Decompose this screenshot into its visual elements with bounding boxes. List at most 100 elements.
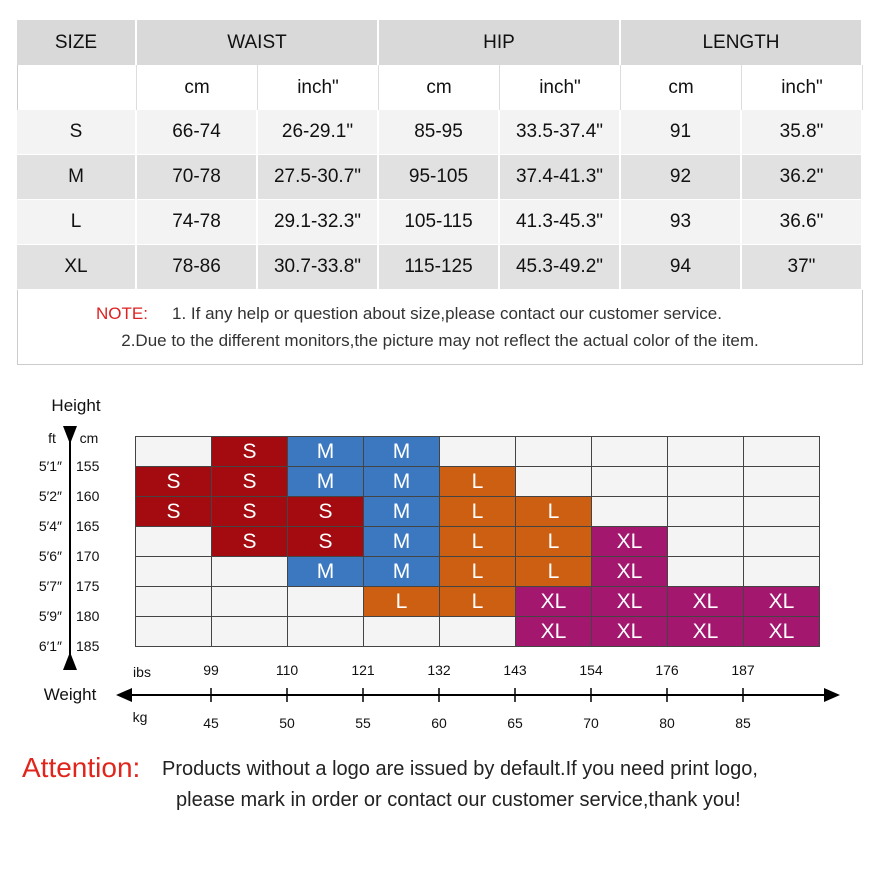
lbs-tick-label: 143 [503, 662, 527, 678]
size-cell: S [211, 436, 288, 467]
size-cell: S [135, 496, 212, 527]
arrow [63, 426, 77, 444]
ft-label: 5′2″ [38, 488, 62, 504]
table-cell: 66-74 [137, 110, 258, 155]
cm-label: 160 [76, 488, 100, 504]
subheader-cell: cm [379, 65, 500, 110]
arrow [824, 688, 840, 702]
table-cell: 37.4-41.3" [500, 155, 621, 200]
header-cell: SIZE [17, 20, 137, 65]
ft-label: 5′6″ [38, 548, 62, 564]
table-cell: 93 [621, 200, 742, 245]
size-cell: XL [591, 556, 668, 587]
axis-label: Weight [43, 685, 97, 704]
size-cell: XL [515, 616, 592, 647]
table-cell: 37" [742, 245, 863, 290]
empty-cell [135, 616, 212, 647]
ft-label: 5′9″ [38, 608, 62, 624]
empty-cell [135, 526, 212, 557]
subheader-cell: cm [137, 65, 258, 110]
size-cell: M [287, 466, 364, 497]
table-cell: 35.8" [742, 110, 863, 155]
size-cell: L [439, 496, 516, 527]
size-cell: XL [667, 616, 744, 647]
lbs-tick-label: 99 [203, 662, 219, 678]
empty-cell [287, 586, 364, 617]
cm-label: 185 [76, 638, 100, 654]
ft-label: 5′4″ [38, 518, 62, 534]
kg-tick-label: 70 [583, 715, 599, 731]
kg-tick-label: 55 [355, 715, 371, 731]
cm-label: 175 [76, 578, 100, 594]
empty-cell [515, 466, 592, 497]
ft-label: 5′7″ [38, 578, 62, 594]
empty-cell [743, 496, 820, 527]
kg-tick-label: 85 [735, 715, 751, 731]
empty-cell [667, 466, 744, 497]
axis-label: Height [51, 396, 101, 415]
size-cell: L [439, 466, 516, 497]
subheader-cell: inch" [742, 65, 863, 110]
empty-cell [439, 436, 516, 467]
empty-cell [743, 436, 820, 467]
empty-cell [667, 436, 744, 467]
empty-cell [667, 556, 744, 587]
size-cell: M [287, 556, 364, 587]
table-cell: S [17, 110, 137, 155]
empty-cell [135, 556, 212, 587]
table-cell: 78-86 [137, 245, 258, 290]
note-line: 1. If any help or question about size,pl… [172, 304, 722, 323]
size-cell: S [211, 526, 288, 557]
cm-label: 165 [76, 518, 100, 534]
empty-cell [211, 586, 288, 617]
subheader-cell: inch" [258, 65, 379, 110]
size-cell: L [363, 586, 440, 617]
empty-cell [667, 496, 744, 527]
kg-tick-label: 50 [279, 715, 295, 731]
empty-cell [591, 496, 668, 527]
table-cell: 95-105 [379, 155, 500, 200]
size-cell: XL [743, 616, 820, 647]
size-cell: L [515, 496, 592, 527]
empty-cell [211, 556, 288, 587]
kg-tick-label: 60 [431, 715, 447, 731]
empty-cell [667, 526, 744, 557]
table-cell: 33.5-37.4" [500, 110, 621, 155]
table-cell: M [17, 155, 137, 200]
empty-cell [135, 436, 212, 467]
cm-label: 180 [76, 608, 100, 624]
empty-cell [439, 616, 516, 647]
table-cell: 36.6" [742, 200, 863, 245]
table-cell: 91 [621, 110, 742, 155]
kg-tick-label: 65 [507, 715, 523, 731]
size-cell: M [363, 526, 440, 557]
empty-cell [211, 616, 288, 647]
table-cell: 29.1-32.3" [258, 200, 379, 245]
axis-unit: ft [48, 430, 56, 446]
size-cell: XL [515, 586, 592, 617]
empty-cell [135, 586, 212, 617]
lbs-tick-label: 110 [275, 662, 299, 678]
table-cell: 36.2" [742, 155, 863, 200]
size-cell: XL [743, 586, 820, 617]
cm-label: 170 [76, 548, 100, 564]
size-cell: L [439, 556, 516, 587]
table-cell: 105-115 [379, 200, 500, 245]
table-cell: 92 [621, 155, 742, 200]
size-cell: L [439, 526, 516, 557]
empty-cell [591, 466, 668, 497]
axis-unit: cm [79, 430, 99, 446]
subheader-cell: cm [621, 65, 742, 110]
axis-unit: kg [132, 709, 148, 725]
header-cell: HIP [379, 20, 621, 65]
size-cell: XL [591, 586, 668, 617]
arrow [63, 652, 77, 670]
table-cell: 70-78 [137, 155, 258, 200]
table-cell: 45.3-49.2" [500, 245, 621, 290]
header-cell: WAIST [137, 20, 379, 65]
table-cell: 26-29.1" [258, 110, 379, 155]
empty-cell [591, 436, 668, 467]
note-line: 2.Due to the different monitors,the pict… [121, 331, 759, 350]
lbs-tick-label: 121 [351, 662, 375, 678]
